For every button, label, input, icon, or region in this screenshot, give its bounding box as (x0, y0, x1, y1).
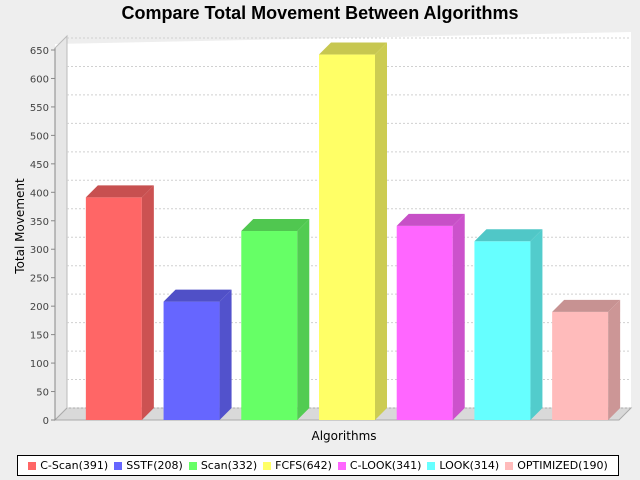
y-tick-label: 600 (30, 74, 49, 85)
bar-top (85, 185, 154, 198)
legend-item: Scan(332) (188, 459, 258, 472)
bar-sstf-208- (163, 289, 232, 420)
bar-front (319, 54, 375, 421)
bar-fcfs-642- (319, 42, 387, 421)
y-tick-label: 350 (30, 217, 49, 228)
y-axis-label: Total Movement (13, 178, 27, 275)
bar-side (219, 289, 232, 420)
bar-top (474, 229, 543, 242)
legend-swatch (188, 461, 197, 470)
y-tick-label: 550 (30, 103, 49, 114)
legend-swatch (28, 461, 37, 470)
legend-item: FCFS(642) (263, 459, 332, 472)
legend-swatch (427, 461, 436, 470)
y-tick-label: 650 (30, 46, 49, 57)
legend-swatch (505, 461, 514, 470)
legend-swatch (337, 461, 346, 470)
bar-c-look-341- (396, 213, 465, 420)
legend-label: LOOK(314) (439, 459, 500, 472)
y-tick-label: 250 (30, 274, 49, 285)
legend-label: Scan(332) (200, 459, 258, 472)
bar-side (530, 229, 543, 420)
y-tick-label: 0 (43, 416, 49, 427)
bar-scan-332- (241, 219, 310, 420)
y-tick-label: 300 (30, 245, 49, 256)
legend-item: LOOK(314) (427, 459, 499, 472)
bar-front (552, 311, 609, 420)
y-tick-label: 450 (30, 160, 49, 171)
bar-c-scan-391- (85, 185, 154, 420)
bar-side (297, 219, 310, 420)
legend-item: OPTIMIZED(190) (505, 459, 608, 472)
chart-title: Compare Total Movement Between Algorithm… (121, 3, 518, 23)
legend-label: SSTF(208) (126, 459, 183, 472)
bar-front (85, 197, 142, 420)
legend-swatch (114, 461, 123, 470)
x-axis-label: Algorithms (311, 429, 376, 443)
legend-item: SSTF(208) (114, 459, 183, 472)
chart-legend: C-Scan(391) SSTF(208) Scan(332) FCFS(642) C-… (17, 455, 619, 476)
y-tick-label: 100 (30, 359, 49, 370)
bar-top (163, 289, 232, 302)
plot-area: 0 50 100 150 200 250 300 350 400 450 500 550 600 650 (30, 32, 633, 427)
bar-front (241, 231, 298, 420)
bar-front (474, 241, 531, 420)
legend-label: FCFS(642) (275, 459, 332, 472)
bar-top (241, 219, 310, 232)
legend-label: OPTIMIZED(190) (517, 459, 608, 472)
y-tick-label: 150 (30, 331, 49, 342)
bar-side (141, 185, 154, 420)
bar-top (319, 42, 387, 55)
bar-side (375, 42, 387, 421)
bar-side (608, 299, 621, 420)
bar-top (552, 299, 621, 312)
y-tick-label: 200 (30, 302, 49, 313)
legend-item: C-Scan(391) (28, 459, 108, 472)
bar-side (452, 213, 465, 420)
bar-top (396, 213, 465, 226)
legend-item: C-LOOK(341) (337, 459, 422, 472)
bar-optimized-190- (552, 299, 621, 420)
y-tick-label: 50 (36, 388, 49, 399)
y-tick-label: 500 (30, 131, 49, 142)
bar-front (163, 301, 220, 420)
bar-look-314- (474, 229, 543, 420)
left-wall (54, 34, 68, 422)
legend-swatch (263, 461, 272, 470)
bar-front (396, 225, 453, 420)
legend-label: C-LOOK(341) (349, 459, 422, 472)
y-tick-label: 400 (30, 188, 49, 199)
legend-label: C-Scan(391) (40, 459, 109, 472)
